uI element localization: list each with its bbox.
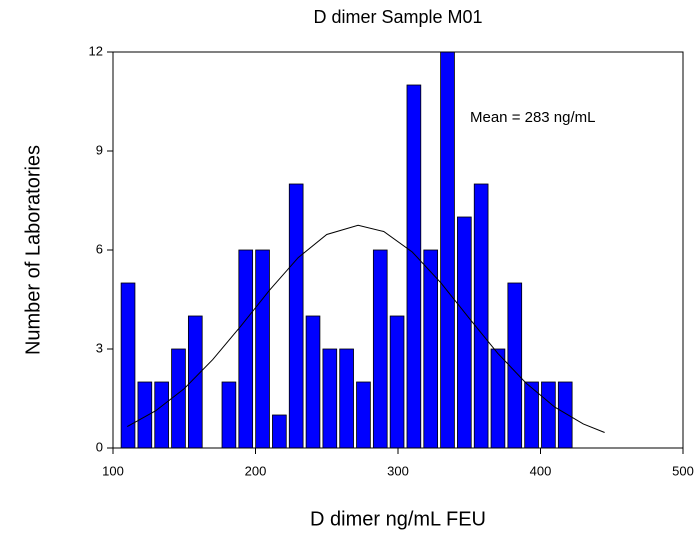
bar <box>272 414 287 449</box>
x-tick-label: 100 <box>102 463 124 478</box>
bar <box>406 84 422 449</box>
y-tick-label: 6 <box>96 241 103 256</box>
bar <box>372 249 388 449</box>
bar <box>389 315 405 449</box>
x-tick-label: 500 <box>672 463 694 478</box>
x-axis-label: D dimer ng/mL FEU <box>310 508 486 530</box>
x-tick-label: 300 <box>387 463 409 478</box>
bar <box>221 381 237 449</box>
bar <box>423 249 439 449</box>
annotation: Mean = 283 ng/mL <box>470 109 596 126</box>
bar <box>154 381 169 449</box>
bar <box>557 381 573 449</box>
x-tick-label: 200 <box>245 463 267 478</box>
y-tick-label: 0 <box>96 439 103 454</box>
bar <box>171 348 186 449</box>
bar <box>255 249 270 449</box>
x-tick-label: 400 <box>530 463 552 478</box>
bar <box>322 348 338 449</box>
y-tick-label: 3 <box>96 340 103 355</box>
bar <box>541 381 556 449</box>
y-axis-label: Number of Laboratories <box>22 145 44 355</box>
bar <box>137 381 153 449</box>
y-tick-label: 12 <box>89 43 103 58</box>
bar <box>490 348 506 449</box>
chart-title: D dimer Sample M01 <box>313 7 482 27</box>
bar <box>238 249 254 449</box>
bar <box>440 51 455 449</box>
bar <box>288 183 304 449</box>
bar <box>339 348 354 449</box>
bar <box>457 216 472 449</box>
bar <box>305 315 321 449</box>
y-tick-label: 9 <box>96 142 103 157</box>
fit-curve <box>127 224 605 433</box>
bar <box>473 183 489 449</box>
bar <box>356 381 371 449</box>
